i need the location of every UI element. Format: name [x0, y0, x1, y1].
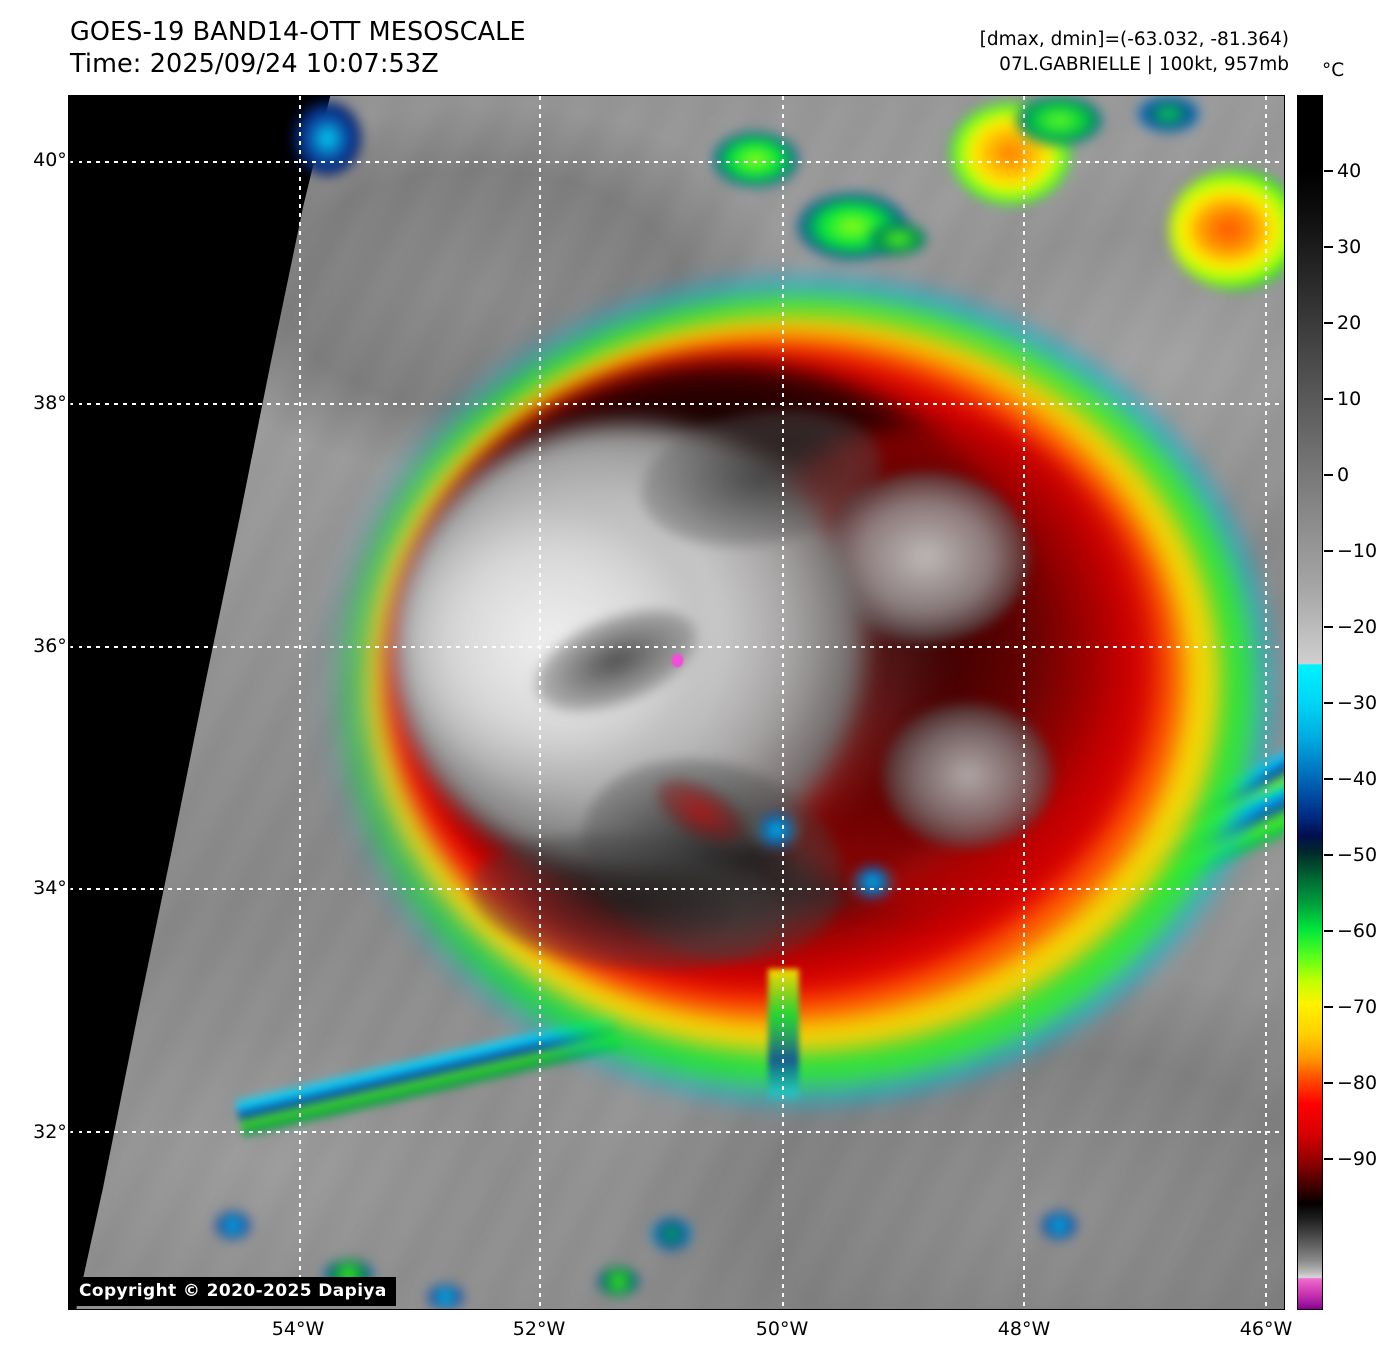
cbar-label-m10: −10 [1337, 540, 1378, 562]
cbar-tick-m40 [1324, 778, 1333, 780]
metadata-block: [dmax, dmin]=(-63.032, -81.364) 07L.GABR… [980, 28, 1289, 78]
storm-info-label: 07L.GABRIELLE | 100kt, 957mb [999, 53, 1289, 75]
cbar-tick-m30 [1324, 702, 1333, 704]
lon-label-52w: 52°W [512, 1318, 566, 1340]
cbar-label-20: 20 [1337, 312, 1362, 334]
convective-cell-ne-4 [712, 132, 798, 187]
dextremes-label: [dmax, dmin]=(-63.032, -81.364) [979, 29, 1289, 50]
cbar-label-30: 30 [1337, 236, 1362, 258]
gridline-lat-32 [69, 1131, 1284, 1134]
cbar-label-m30: −30 [1337, 692, 1378, 714]
cbar-tick-m70 [1324, 1006, 1333, 1008]
timestamp-label: Time: 2025/09/24 10:07:53Z [70, 49, 439, 80]
embedded-cell-s2 [852, 866, 892, 898]
gridline-lat-34 [69, 887, 1284, 890]
cbar-tick-m20 [1324, 626, 1333, 628]
scattered-cell-s1 [652, 1218, 692, 1250]
infrared-brightness-temperature-field [69, 96, 1284, 1309]
cbar-tick-m50 [1324, 854, 1333, 856]
lat-label-40n: 40°N [33, 149, 81, 171]
gridline-lat-40 [69, 160, 1284, 163]
convective-cell-ne-8 [870, 223, 926, 255]
cbar-label-40: 40 [1337, 160, 1362, 182]
temperature-colorbar [1297, 95, 1323, 1310]
lon-label-48w: 48°W [997, 1318, 1051, 1340]
scattered-cell-s6 [1041, 1211, 1078, 1239]
cbar-tick-m90 [1324, 1158, 1333, 1160]
cbar-label-m50: −50 [1337, 844, 1378, 866]
cbar-label-m90: −90 [1337, 1148, 1378, 1170]
cbar-label-m60: −60 [1337, 920, 1378, 942]
lat-label-38n: 38°N [33, 392, 81, 414]
cbar-tick-10 [1324, 398, 1333, 400]
dmin-marker [671, 653, 683, 667]
lat-label-36n: 36°N [33, 635, 81, 657]
gridline-lon-50 [782, 96, 785, 1309]
cbar-label-10: 10 [1337, 388, 1362, 410]
lat-label-34n: 34°N [33, 877, 81, 899]
cbar-tick-30 [1324, 246, 1333, 248]
gridline-lon-46 [1264, 96, 1267, 1309]
cbar-label-0: 0 [1337, 464, 1350, 486]
convective-cell-ne-7 [1138, 96, 1199, 133]
convective-cell-ne-5 [1016, 96, 1102, 145]
cbar-tick-m60 [1324, 930, 1333, 932]
colorbar-unit-label: °C [1322, 60, 1345, 81]
gridline-lat-36 [69, 646, 1284, 649]
scattered-cell-s2 [597, 1266, 639, 1296]
scattered-cell-s4 [214, 1211, 252, 1239]
lon-label-46w: 46°W [1239, 1318, 1293, 1340]
scattered-cell-s5 [427, 1284, 464, 1309]
convective-cell-ne-6 [293, 102, 361, 175]
satellite-imagery-plot[interactable] [68, 95, 1285, 1310]
cbar-tick-m80 [1324, 1082, 1333, 1084]
cbar-label-m40: −40 [1337, 768, 1378, 790]
lon-label-54w: 54°W [271, 1318, 325, 1340]
title-block: GOES-19 BAND14-OTT MESOSCALE Time: 2025/… [70, 16, 526, 80]
copyright-banner: Copyright © 2020-2025 Dapiya [70, 1277, 396, 1306]
cbar-tick-40 [1324, 170, 1333, 172]
lon-label-50w: 50°W [755, 1318, 809, 1340]
cbar-label-m80: −80 [1337, 1072, 1378, 1094]
embedded-cell-s1 [755, 811, 798, 849]
e-grey-overshoot [883, 702, 1054, 849]
gridline-lon-48 [1022, 96, 1025, 1309]
gridline-lon-54 [298, 96, 301, 1309]
cbar-label-m70: −70 [1337, 996, 1378, 1018]
page-title: GOES-19 BAND14-OTT MESOSCALE [70, 17, 526, 47]
gridline-lat-38 [69, 403, 1284, 406]
cbar-tick-0 [1324, 474, 1333, 476]
cbar-label-m20: −20 [1337, 616, 1378, 638]
cbar-tick-20 [1324, 322, 1333, 324]
cbar-tick-m10 [1324, 550, 1333, 552]
gridline-lon-52 [539, 96, 542, 1309]
lat-label-32n: 32°N [33, 1121, 81, 1143]
